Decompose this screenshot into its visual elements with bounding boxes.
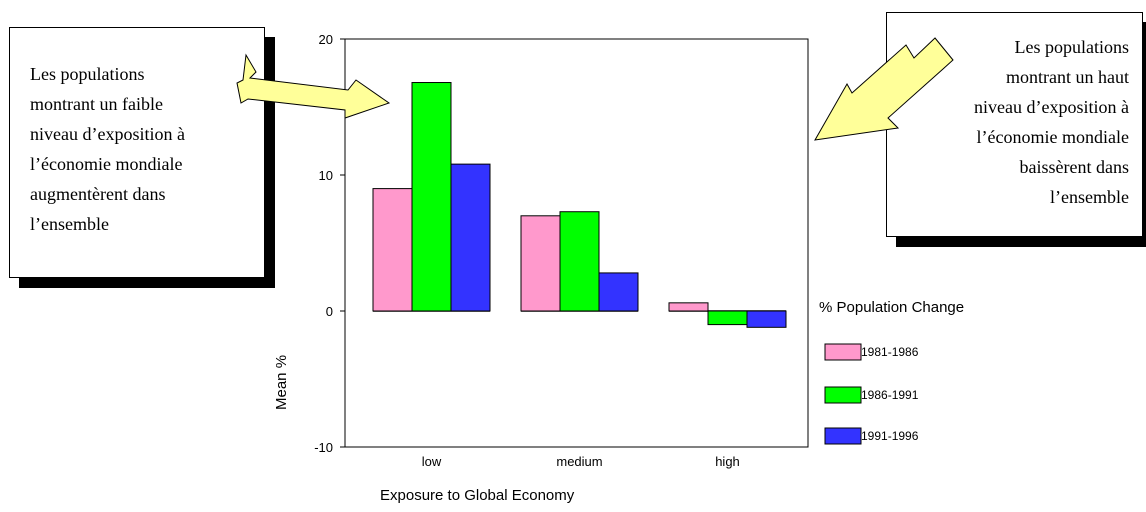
y-tick-label: 20 (319, 32, 333, 47)
callout-line: l’ensemble (1050, 187, 1129, 207)
callout-line: montrant un haut (1006, 67, 1129, 87)
callout-line: baissèrent dans (1019, 157, 1129, 177)
callout-right: Les populations montrant un haut niveau … (886, 12, 1143, 237)
y-tick-label: 10 (319, 168, 333, 183)
plot-frame (344, 38, 809, 448)
bar-low-1991-1996 (450, 163, 491, 312)
callout-line: Les populations (30, 64, 145, 84)
legend-label-1981-1986: 1981-1986 (861, 345, 919, 359)
x-axis-label: Exposure to Global Economy (380, 487, 575, 504)
callout-line: niveau d’exposition à (974, 97, 1129, 117)
callout-line: l’économie mondiale (30, 154, 183, 174)
callout-line: l’économie mondiale (976, 127, 1129, 147)
callout-line: Les populations (1014, 37, 1130, 57)
axis-layer: low medium high -10 0 10 20 (314, 32, 740, 469)
callout-left: Les populations montrant un faible nivea… (9, 27, 265, 278)
legend-swatch-1986-1991 (824, 386, 862, 404)
legend-label-1986-1991: 1986-1991 (861, 388, 919, 402)
legend-layer: 1981-1986 1986-1991 1991-1996 (824, 343, 919, 445)
callout-line: l’ensemble (30, 214, 109, 234)
bar-high-1986-1991 (707, 310, 748, 326)
bar-medium-1986-1991 (559, 211, 600, 312)
y-axis-label: Mean % (273, 354, 290, 410)
callout-line: augmentèrent dans (30, 184, 166, 204)
legend-swatch-1981-1986 (824, 343, 862, 361)
bar-high-1991-1996 (746, 310, 787, 328)
callout-line: niveau d’exposition à (30, 124, 185, 144)
bar-high-1981-1986 (668, 302, 709, 312)
bars-layer (372, 82, 787, 328)
legend-swatch-1991-1996 (824, 427, 862, 445)
x-tick-label: high (715, 454, 740, 469)
bar-medium-1981-1986 (520, 215, 561, 312)
legend-label-1991-1996: 1991-1996 (861, 429, 919, 443)
x-tick-label: medium (556, 454, 602, 469)
callout-line: montrant un faible (30, 94, 163, 114)
bar-medium-1991-1996 (598, 272, 639, 312)
legend-title: % Population Change (819, 299, 965, 316)
bar-low-1986-1991 (411, 82, 452, 312)
y-tick-label: -10 (314, 440, 333, 455)
bar-low-1981-1986 (372, 188, 413, 312)
y-tick-label: 0 (326, 304, 333, 319)
x-tick-label: low (422, 454, 442, 469)
